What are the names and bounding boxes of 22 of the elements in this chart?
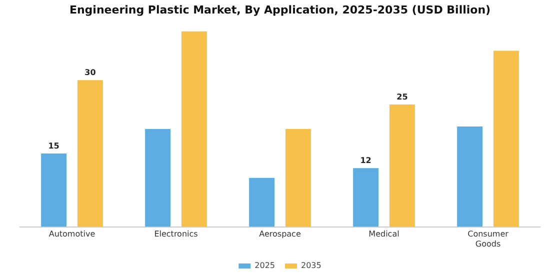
bar bbox=[77, 80, 103, 227]
bar bbox=[353, 168, 379, 227]
x-tick-label: Medical bbox=[368, 230, 400, 239]
legend-label: 2035 bbox=[301, 261, 322, 270]
x-tick-label: Consumer Goods bbox=[468, 230, 510, 248]
bar bbox=[285, 129, 311, 227]
legend-label: 2025 bbox=[254, 261, 275, 270]
bar bbox=[145, 129, 171, 227]
data-label: 12 bbox=[360, 156, 372, 166]
bar bbox=[249, 178, 275, 227]
chart-title: Engineering Plastic Market, By Application, 2025-2035 (USD Billion) bbox=[69, 3, 491, 16]
x-tick-label: Electronics bbox=[154, 230, 198, 239]
data-label: 25 bbox=[396, 92, 408, 102]
x-tick-label: Automotive bbox=[48, 230, 96, 239]
data-label: 15 bbox=[48, 142, 60, 151]
bar bbox=[457, 126, 483, 227]
bar bbox=[181, 31, 207, 227]
data-label: 30 bbox=[84, 68, 96, 78]
x-tick-label: Aerospace bbox=[259, 230, 301, 239]
bar bbox=[389, 104, 415, 227]
bar bbox=[493, 50, 519, 227]
bar bbox=[41, 153, 67, 227]
